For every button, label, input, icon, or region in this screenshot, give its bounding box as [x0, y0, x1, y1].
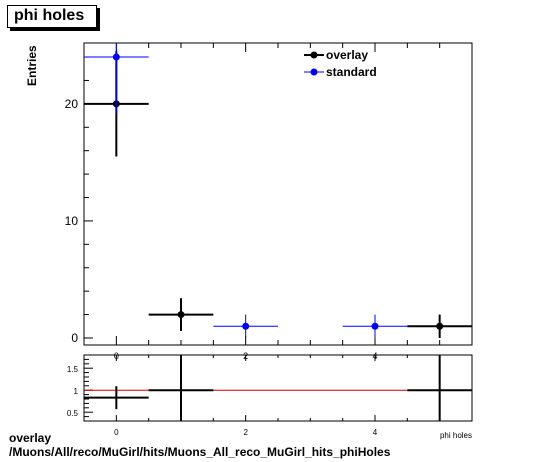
y-tick-label: 20 — [65, 97, 79, 111]
x-axis-label: phi holes — [440, 431, 472, 440]
data-point — [242, 322, 250, 330]
ratio-plot: 0 2 4 0.5 1 1.5 — [67, 354, 473, 437]
y-tick-label: 10 — [65, 214, 79, 228]
main-plot: 02401020 — [65, 42, 473, 361]
y-axis-label: Entries — [25, 45, 39, 86]
plot-frame — [83, 354, 473, 422]
x-tick-label: 2 — [243, 428, 248, 437]
y-tick-label: 1.5 — [67, 365, 79, 374]
legend-marker-standard — [310, 68, 318, 76]
legend: overlay standard — [304, 48, 377, 79]
x-tick-label: 0 — [114, 428, 119, 437]
y-tick-label: 0.5 — [67, 409, 79, 418]
data-point — [177, 311, 185, 319]
legend-label-standard: standard — [326, 65, 377, 79]
legend-marker-overlay — [310, 51, 318, 59]
title-box: phi holes — [7, 5, 97, 28]
chart-title: phi holes — [14, 7, 85, 24]
x-tick-label: 4 — [373, 428, 378, 437]
data-point — [436, 322, 444, 330]
footer-line-2: /Muons/All/reco/MuGirl/hits/Muons_All_re… — [9, 445, 391, 459]
y-tick-label: 1 — [74, 387, 79, 396]
data-point — [112, 53, 120, 61]
footer-line-1: overlay — [9, 431, 52, 445]
data-point — [371, 322, 379, 330]
plot-frame — [83, 42, 473, 346]
y-tick-label: 0 — [71, 331, 78, 345]
legend-label-overlay: overlay — [326, 48, 368, 62]
